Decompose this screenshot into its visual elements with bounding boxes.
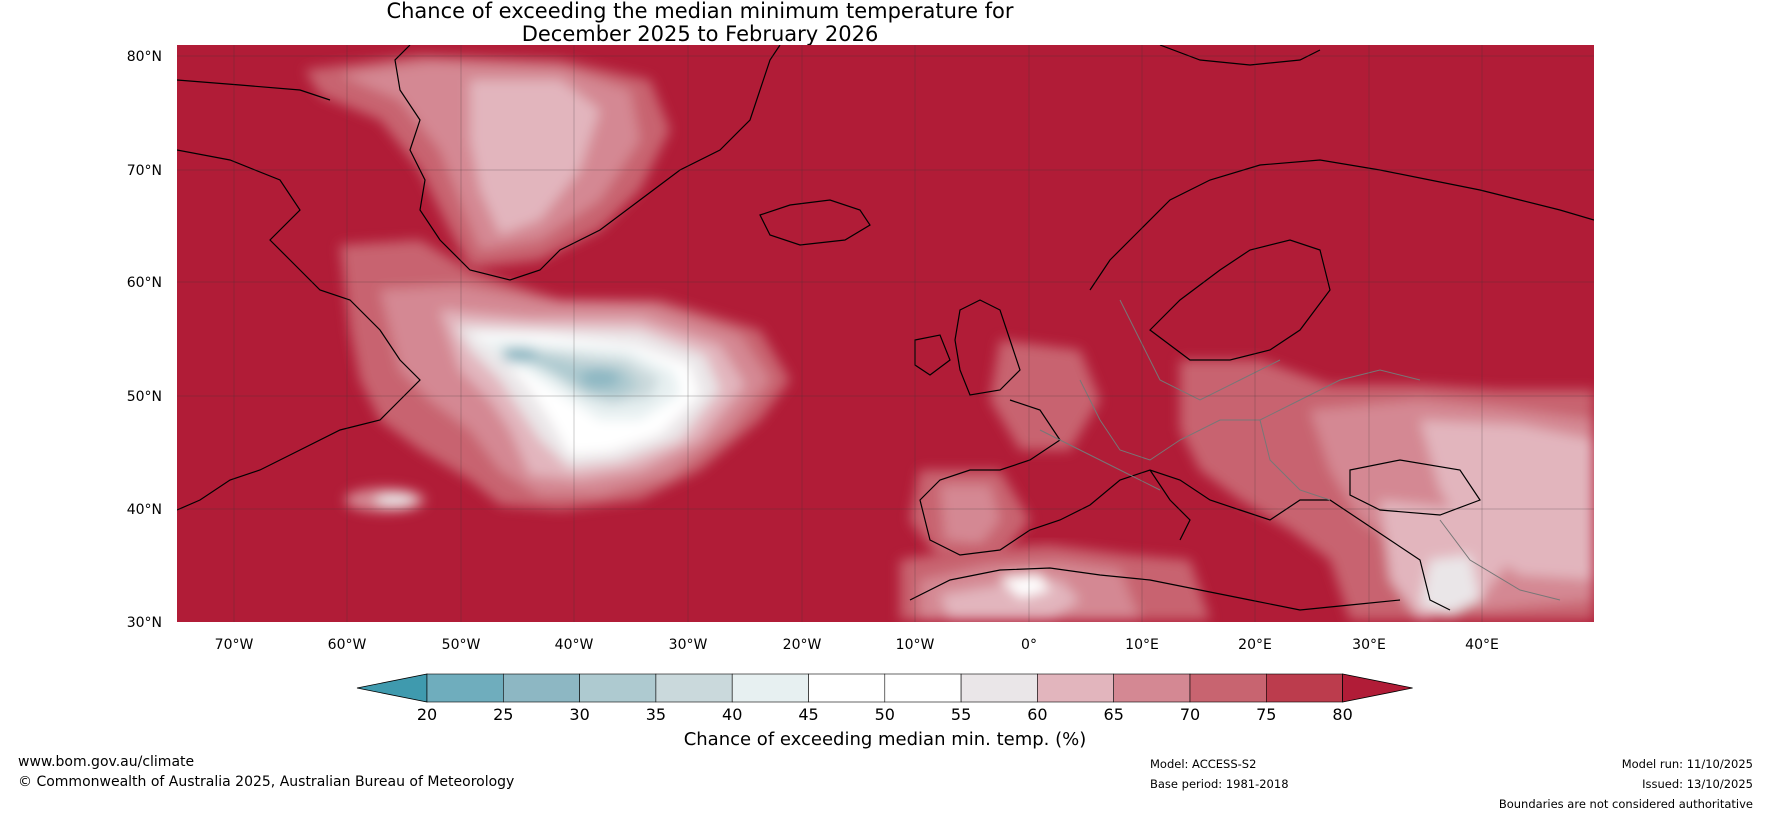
- base-period-text: Base period: 1981-2018: [1150, 777, 1289, 791]
- lon-label: 20°W: [783, 637, 822, 653]
- country-borders: [1039, 299, 1561, 601]
- greenland-anomaly: [305, 55, 670, 268]
- north-africa-anomaly: [900, 545, 1210, 620]
- colorbar-tick-label: 45: [798, 705, 818, 724]
- lat-label: 50°N: [127, 389, 162, 405]
- lat-label: 40°N: [127, 502, 162, 518]
- colorbar-tick-label: 75: [1256, 705, 1276, 724]
- colorbar-tick-label: 65: [1104, 705, 1124, 724]
- model-run-text: Model run: 11/10/2025: [1621, 757, 1753, 771]
- lat-label: 60°N: [127, 275, 162, 291]
- lon-label: 0°: [1021, 637, 1037, 653]
- colorbar-segment: [1037, 673, 1115, 703]
- coastlines: [177, 45, 1594, 611]
- map-area: [177, 45, 1594, 622]
- disclaimer-text: Boundaries are not considered authoritat…: [1498, 797, 1753, 811]
- colorbar-segment: [502, 673, 580, 703]
- colorbar-segment: [1266, 673, 1343, 703]
- lon-label: 40°W: [555, 637, 594, 653]
- colorbar-tick-label: 25: [493, 705, 513, 724]
- colorbar-ticks: 20 25 30 35 40 45 50 55 60 65 70 75 80: [417, 705, 1353, 724]
- lon-label: 30°E: [1352, 637, 1386, 653]
- lon-label: 20°E: [1238, 637, 1272, 653]
- colorbar-tick-label: 70: [1180, 705, 1200, 724]
- colorbar-tick-label: 35: [646, 705, 666, 724]
- colorbar-segment: [960, 673, 1038, 703]
- colorbar-tick-label: 20: [417, 705, 437, 724]
- colorbar-tick-label: 55: [951, 705, 971, 724]
- title-line-2: December 2025 to February 2026: [521, 22, 879, 46]
- lon-labels: 70°W 60°W 50°W 40°W 30°W 20°W 10°W 0° 10…: [215, 637, 1499, 653]
- colorbar-tick-label: 60: [1027, 705, 1047, 724]
- colorbar-tick-label: 30: [569, 705, 589, 724]
- colorbar-segment: [884, 673, 962, 703]
- lat-labels: 80°N 70°N 60°N 50°N 40°N 30°N: [127, 49, 162, 631]
- lon-label: 60°W: [328, 637, 367, 653]
- lon-label: 10°W: [896, 637, 935, 653]
- lat-label: 70°N: [127, 163, 162, 179]
- colorbar-segment: [655, 673, 733, 703]
- model-text: Model: ACCESS-S2: [1150, 757, 1257, 771]
- website-text: www.bom.gov.au/climate: [18, 754, 195, 770]
- lon-label: 40°E: [1465, 637, 1499, 653]
- colorbar-tick-label: 80: [1332, 705, 1352, 724]
- graticule: [177, 45, 1594, 622]
- colorbar-segment: [579, 673, 657, 703]
- lat-label: 30°N: [127, 615, 162, 631]
- colorbar: [356, 673, 1413, 703]
- issued-text: Issued: 13/10/2025: [1642, 777, 1753, 791]
- map-title: Chance of exceeding the median minimum t…: [0, 0, 1400, 46]
- colorbar-segment: [731, 673, 809, 703]
- colorbar-segment: [426, 673, 504, 703]
- colorbar-label: Chance of exceeding median min. temp. (%…: [684, 729, 1087, 750]
- copyright-text: © Commonwealth of Australia 2025, Austra…: [18, 774, 515, 790]
- lon-label: 30°W: [669, 637, 708, 653]
- lat-label: 80°N: [127, 49, 162, 65]
- colorbar-segment: [1189, 673, 1267, 703]
- europe-anomaly: [910, 340, 1594, 620]
- colorbar-under-triangle: [356, 673, 428, 703]
- colorbar-tick-label: 40: [722, 705, 742, 724]
- lon-label: 50°W: [442, 637, 481, 653]
- lon-label: 70°W: [215, 637, 254, 653]
- colorbar-segment: [808, 673, 886, 703]
- colorbar-segment: [1113, 673, 1191, 703]
- title-line-1: Chance of exceeding the median minimum t…: [386, 0, 1014, 23]
- colorbar-tick-label: 50: [875, 705, 895, 724]
- colorbar-over-triangle: [1342, 673, 1413, 703]
- north-atlantic-anomaly: [340, 240, 790, 512]
- lon-label: 10°E: [1125, 637, 1159, 653]
